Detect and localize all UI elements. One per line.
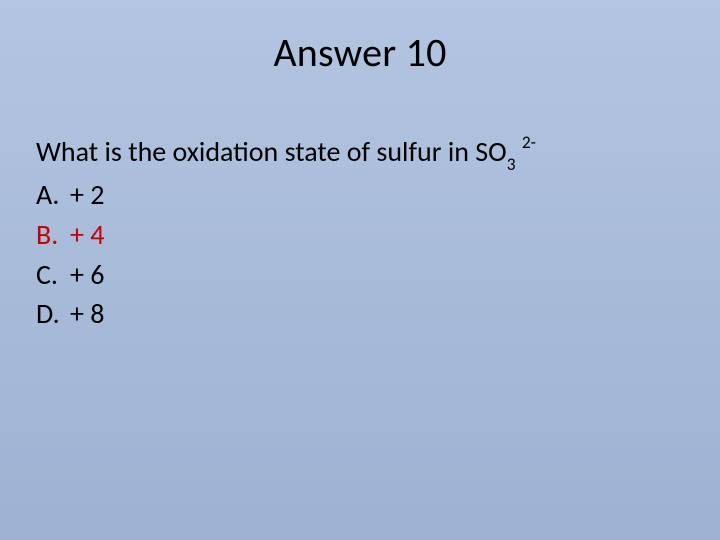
- slide-container: Answer 10 What is the oxidation state of…: [0, 0, 720, 540]
- choice-letter: D.: [36, 295, 70, 333]
- slide-title: Answer 10: [36, 28, 684, 77]
- question-superscript: 2-: [522, 131, 536, 153]
- choice-letter: B.: [36, 216, 70, 254]
- choice-value: + 6: [70, 256, 104, 294]
- choice-b: B. + 4: [36, 216, 684, 254]
- choice-value: + 4: [70, 216, 104, 254]
- choice-letter: C.: [36, 256, 70, 294]
- choice-d: D. + 8: [36, 295, 684, 333]
- question-prefix: What is the oxidation state of sulfur in…: [36, 134, 507, 169]
- choice-value: + 2: [70, 176, 104, 214]
- question-text: What is the oxidation state of sulfur in…: [36, 133, 684, 174]
- slide-body: What is the oxidation state of sulfur in…: [36, 133, 684, 333]
- choice-a: A. + 2: [36, 176, 684, 214]
- question-subscript: 3: [507, 153, 516, 175]
- choice-c: C. + 6: [36, 256, 684, 294]
- choice-letter: A.: [36, 176, 70, 214]
- choice-value: + 8: [70, 295, 104, 333]
